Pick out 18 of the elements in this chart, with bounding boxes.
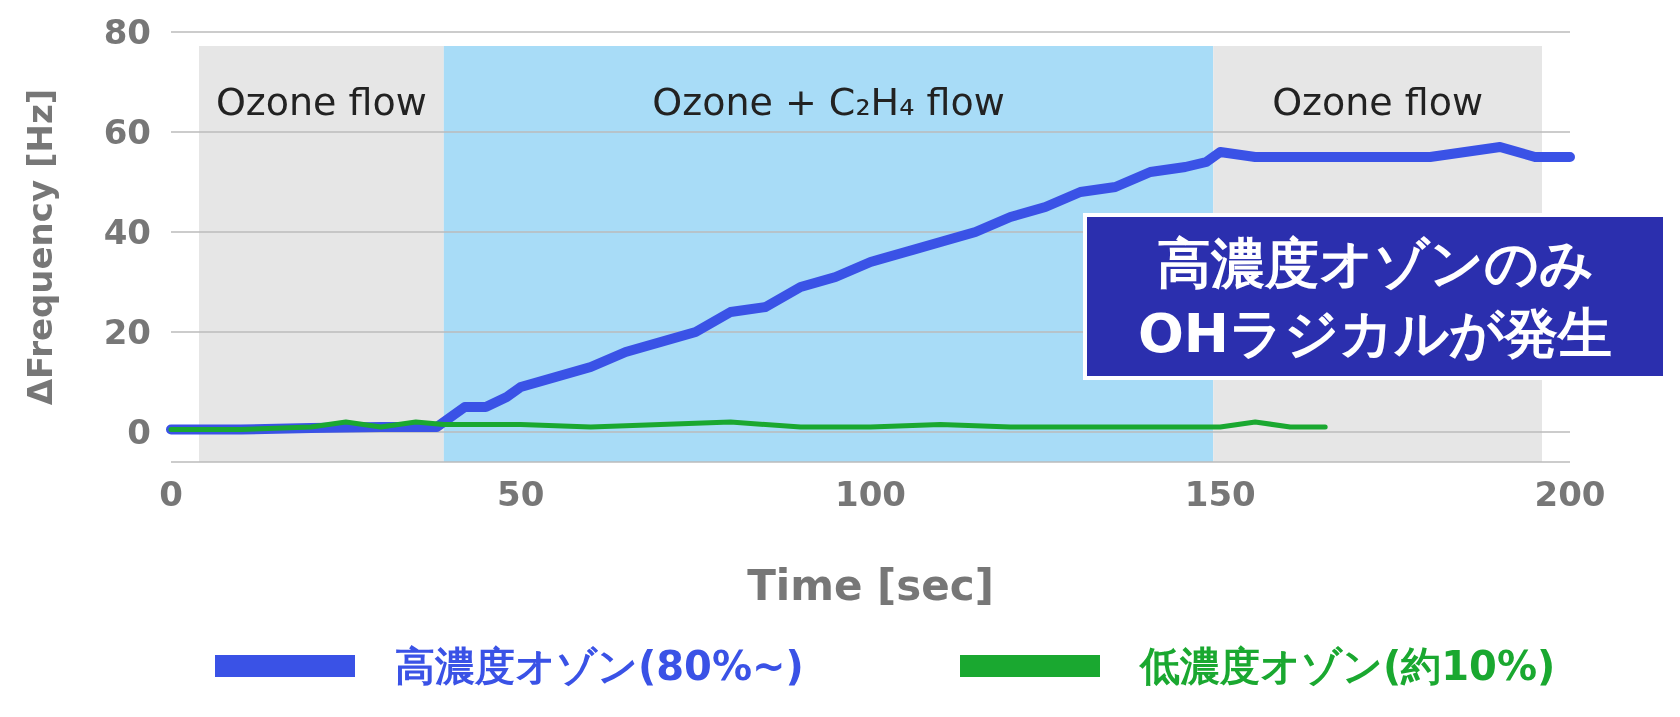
band-label: Ozone flow — [215, 80, 427, 124]
x-tick-label: 50 — [497, 474, 545, 514]
x-tick-label: 200 — [1534, 474, 1606, 514]
annotation: 高濃度オゾンのみ OHラジカルが発生 — [1137, 232, 1613, 365]
x-axis-title: Time [sec] — [747, 561, 994, 610]
x-tick-label: 150 — [1184, 474, 1256, 514]
y-tick-label: 20 — [103, 312, 151, 352]
y-tick-label: 0 — [127, 412, 151, 452]
y-tick-label: 80 — [103, 12, 151, 52]
x-tick-label: 0 — [159, 474, 183, 514]
legend-label: 低濃度オゾン(約10%) — [1138, 643, 1556, 689]
y-axis-title: ΔFrequency [Hz] — [20, 88, 60, 406]
x-tick-label: 100 — [835, 474, 906, 514]
y-tick-label: 60 — [103, 112, 151, 152]
legend-label: 高濃度オゾン(80%~) — [395, 643, 804, 689]
band-label: Ozone flow — [1272, 80, 1484, 124]
y-tick-label: 40 — [103, 212, 151, 252]
band-label: Ozone + C₂H₄ flow — [652, 80, 1005, 124]
